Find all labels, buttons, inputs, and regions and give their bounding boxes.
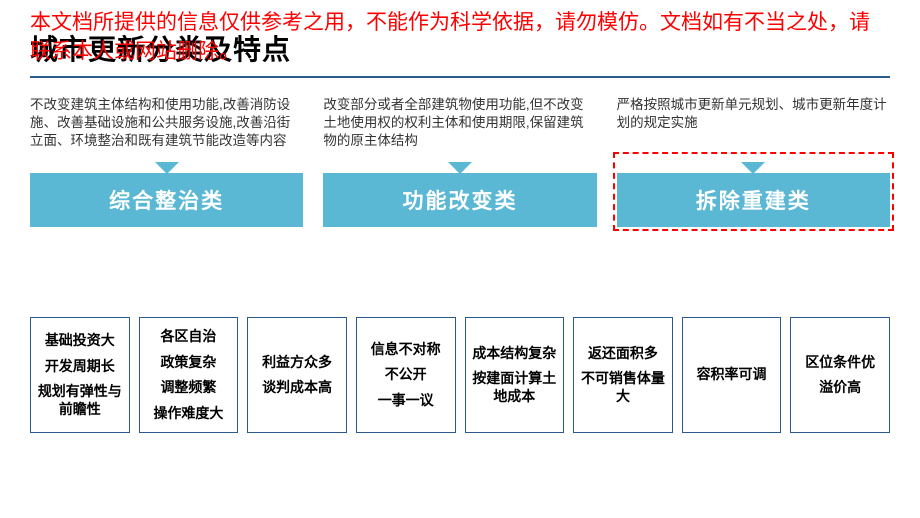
card-line: 返还面积多 bbox=[580, 345, 666, 363]
feature-card: 信息不对称 不公开 一事一议 bbox=[356, 317, 456, 433]
feature-card: 利益方众多 谈判成本高 bbox=[247, 317, 347, 433]
disclaimer-text: 本文档所提供的信息仅供参考之用，不能作为科学依据，请勿模仿。文档如有不当之处，请… bbox=[30, 8, 890, 67]
card-line: 谈判成本高 bbox=[254, 379, 340, 397]
category-desc: 改变部分或者全部建筑物使用功能,但不改变土地使用权的权利主体和使用期限,保留建筑… bbox=[323, 96, 596, 156]
category-col: 严格按照城市更新单元规划、城市更新年度计划的规定实施 拆除重建类 bbox=[617, 96, 890, 227]
card-line: 按建面计算土地成本 bbox=[472, 370, 558, 405]
card-line: 区位条件优 bbox=[797, 354, 883, 372]
card-line: 容积率可调 bbox=[689, 366, 775, 384]
feature-card: 成本结构复杂 按建面计算土地成本 bbox=[465, 317, 565, 433]
feature-cards-row: 基础投资大 开发周期长 规划有弹性与前瞻性 各区自治 政策复杂 调整频繁 操作难… bbox=[30, 317, 890, 433]
feature-card: 区位条件优 溢价高 bbox=[790, 317, 890, 433]
feature-card: 容积率可调 bbox=[682, 317, 782, 433]
feature-card: 返还面积多 不可销售体量大 bbox=[573, 317, 673, 433]
card-line: 一事一议 bbox=[363, 392, 449, 410]
feature-card: 基础投资大 开发周期长 规划有弹性与前瞻性 bbox=[30, 317, 130, 433]
title-underline bbox=[30, 76, 890, 78]
category-desc: 严格按照城市更新单元规划、城市更新年度计划的规定实施 bbox=[617, 96, 890, 156]
card-line: 规划有弹性与前瞻性 bbox=[37, 383, 123, 418]
card-line: 调整频繁 bbox=[146, 379, 232, 397]
card-line: 开发周期长 bbox=[37, 358, 123, 376]
card-line: 操作难度大 bbox=[146, 405, 232, 423]
category-col: 改变部分或者全部建筑物使用功能,但不改变土地使用权的权利主体和使用期限,保留建筑… bbox=[323, 96, 596, 227]
category-label: 功能改变类 bbox=[323, 173, 596, 227]
category-desc: 不改变建筑主体结构和使用功能,改善消防设施、改善基础设施和公共服务设施,改善沿街… bbox=[30, 96, 303, 156]
card-line: 成本结构复杂 bbox=[472, 345, 558, 363]
category-col: 不改变建筑主体结构和使用功能,改善消防设施、改善基础设施和公共服务设施,改善沿街… bbox=[30, 96, 303, 227]
card-line: 溢价高 bbox=[797, 379, 883, 397]
card-line: 信息不对称 bbox=[363, 341, 449, 359]
card-line: 不可销售体量大 bbox=[580, 370, 666, 405]
card-line: 不公开 bbox=[363, 366, 449, 384]
card-line: 基础投资大 bbox=[37, 332, 123, 350]
category-row: 不改变建筑主体结构和使用功能,改善消防设施、改善基础设施和公共服务设施,改善沿街… bbox=[30, 96, 890, 227]
card-line: 各区自治 bbox=[146, 328, 232, 346]
card-line: 政策复杂 bbox=[146, 354, 232, 372]
feature-card: 各区自治 政策复杂 调整频繁 操作难度大 bbox=[139, 317, 239, 433]
category-label: 综合整治类 bbox=[30, 173, 303, 227]
category-label: 拆除重建类 bbox=[617, 173, 890, 227]
card-line: 利益方众多 bbox=[254, 354, 340, 372]
